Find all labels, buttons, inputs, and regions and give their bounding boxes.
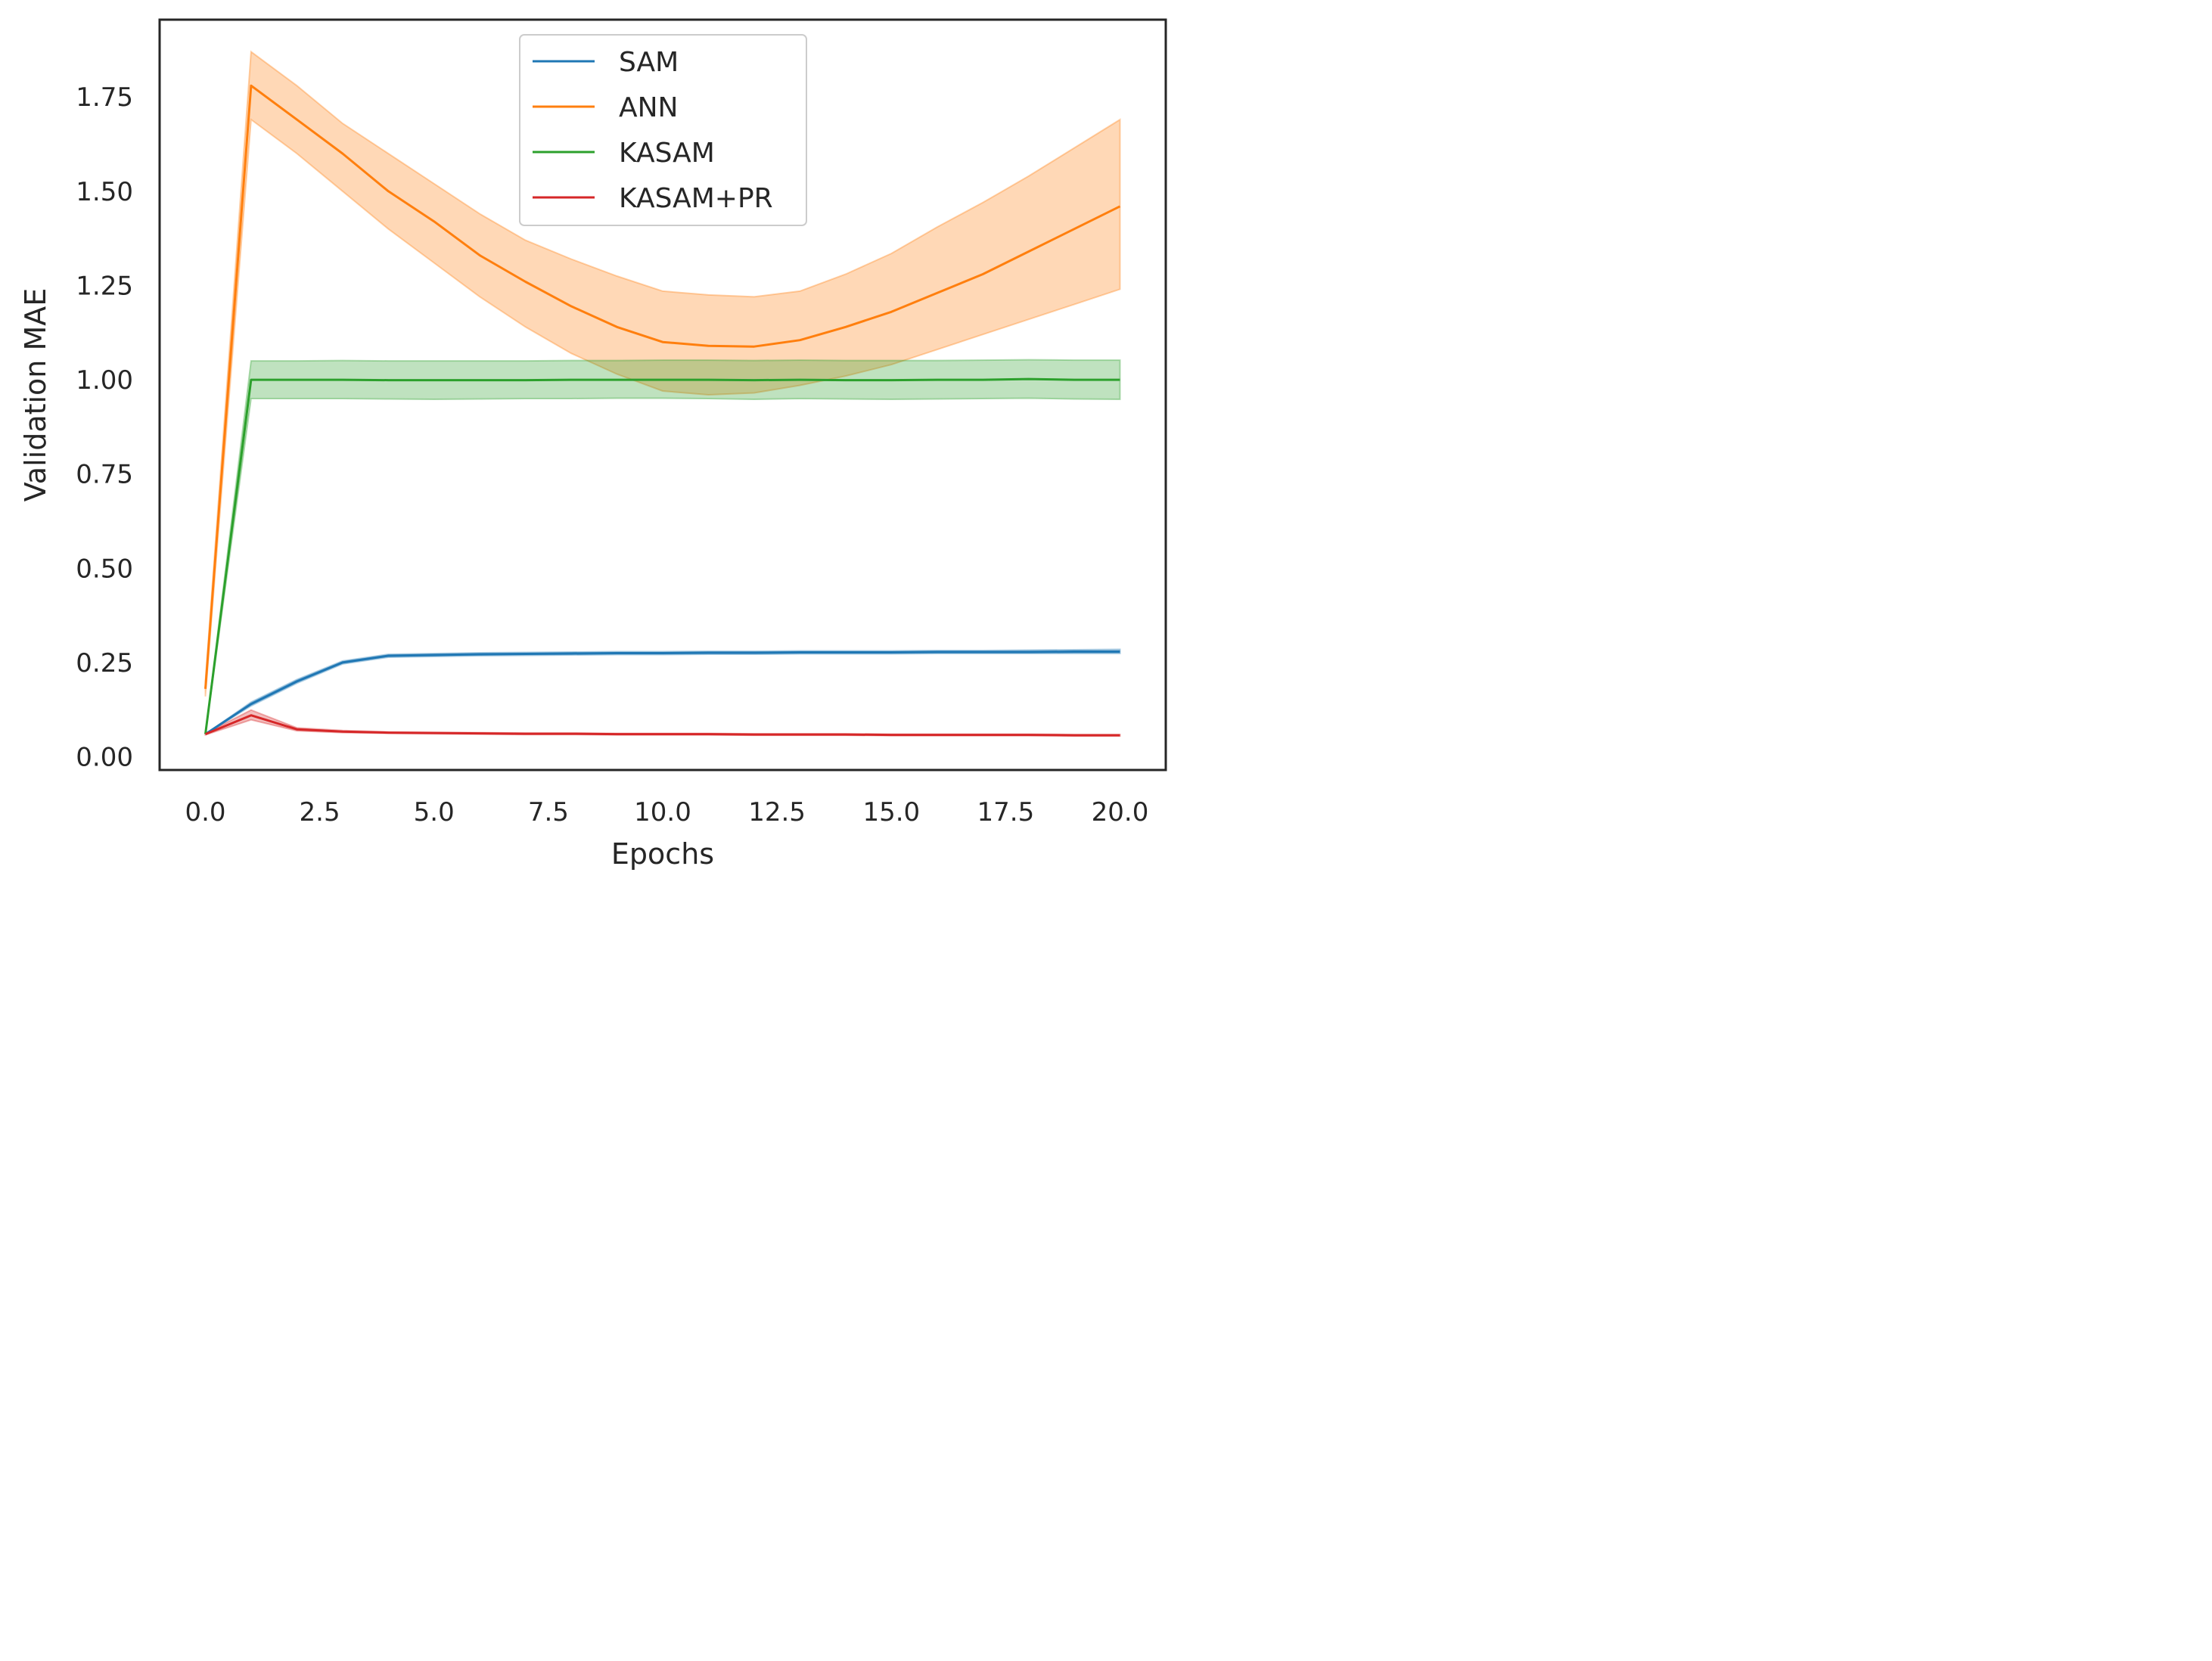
kasam-line bbox=[204, 377, 1120, 734]
y-axis-label: Validation MAE bbox=[19, 288, 52, 502]
x-axis-ticks: 0.0 2.5 5.0 7.5 10.0 12.5 15.0 17.5 20.0 bbox=[185, 797, 1148, 827]
y-axis-ticks: 0.00 0.25 0.50 0.75 1.00 1.25 1.50 1.75 bbox=[76, 82, 133, 772]
y-tick-label: 1.50 bbox=[76, 177, 133, 207]
x-tick-label: 12.5 bbox=[748, 797, 806, 827]
x-tick-label: 7.5 bbox=[528, 797, 569, 827]
kasam-pr-legend-label: KASAM+PR bbox=[619, 183, 773, 214]
plot-frame bbox=[158, 18, 1167, 772]
x-axis-label: Epochs bbox=[611, 837, 714, 871]
x-tick-label: 2.5 bbox=[300, 797, 340, 827]
y-tick-label: 0.75 bbox=[76, 460, 133, 490]
x-tick-label: 5.0 bbox=[414, 797, 455, 827]
y-tick-label: 0.25 bbox=[76, 648, 133, 678]
x-tick-label: 0.0 bbox=[185, 797, 225, 827]
x-tick-label: 10.0 bbox=[634, 797, 691, 827]
x-tick-label: 15.0 bbox=[862, 797, 920, 827]
line-chart: 0.0 2.5 5.0 7.5 10.0 12.5 15.0 17.5 20.0 0.00 0.2… bbox=[0, 0, 1186, 891]
kasam-pr-line bbox=[204, 714, 1120, 737]
y-tick-label: 0.50 bbox=[76, 554, 133, 584]
ann-line bbox=[204, 84, 1121, 689]
y-tick-label: 0.00 bbox=[76, 743, 133, 773]
y-tick-label: 1.00 bbox=[76, 365, 133, 396]
kasam-legend-label: KASAM bbox=[619, 138, 715, 169]
sam-line bbox=[204, 650, 1120, 735]
x-tick-label: 20.0 bbox=[1092, 797, 1149, 827]
y-tick-label: 1.25 bbox=[76, 271, 133, 301]
ann-legend-label: ANN bbox=[619, 92, 679, 123]
y-tick-label: 1.75 bbox=[76, 82, 133, 113]
x-tick-label: 17.5 bbox=[977, 797, 1035, 827]
legend-box bbox=[519, 34, 807, 226]
sam-legend-label: SAM bbox=[619, 47, 679, 78]
confidence-bands bbox=[204, 50, 1121, 737]
series-lines bbox=[204, 84, 1121, 737]
legend: SAM ANN KASAM KASAM+PR bbox=[519, 34, 807, 226]
ann-confidence-band bbox=[204, 50, 1121, 697]
